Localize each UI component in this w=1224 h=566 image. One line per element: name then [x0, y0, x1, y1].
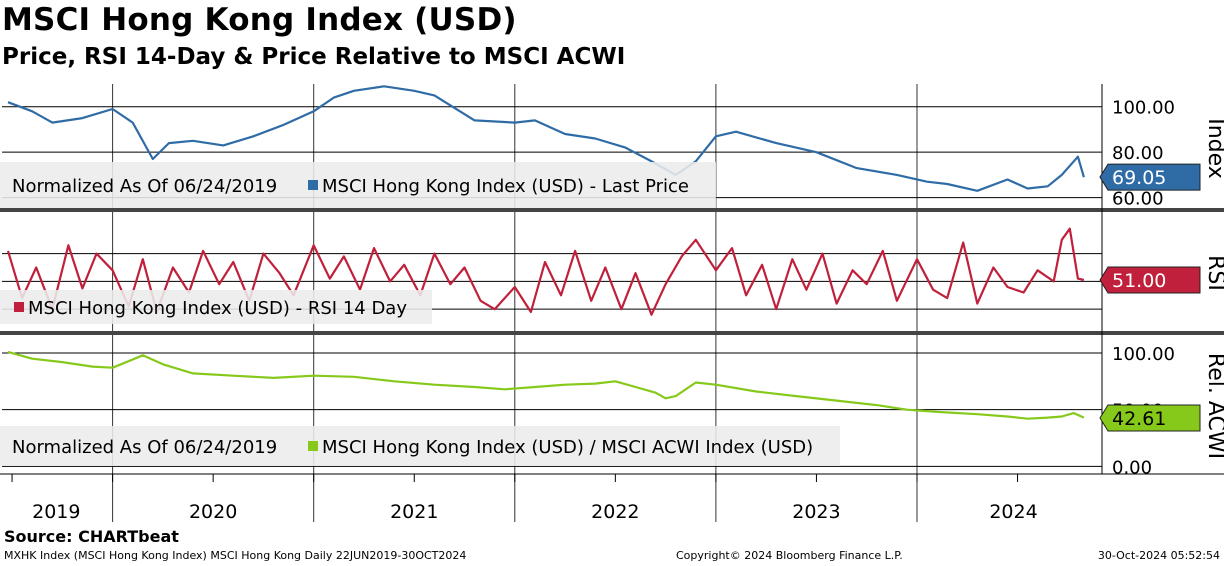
panel-separator-1: [0, 208, 1224, 212]
copyright-note: Copyright© 2024 Bloomberg Finance L.P.: [676, 549, 903, 562]
price-axis-title: Index: [1203, 118, 1224, 179]
price-legend-box: [0, 162, 716, 208]
rsi-legend-box: [0, 290, 432, 324]
price-tick-label-2: 60.00: [1112, 189, 1164, 210]
relative-legend-swatch: [308, 441, 318, 451]
price-tick-label-0: 100.00: [1112, 98, 1175, 119]
relative-legend-note: Normalized As Of 06/24/2019: [12, 437, 277, 458]
year-label-2020: 2020: [189, 501, 237, 523]
price-series-line: [7, 85, 1085, 192]
timestamp: 30-Oct-2024 05:52:54: [1097, 549, 1220, 562]
relative-legend-label: MSCI Hong Kong Index (USD) / MSCI ACWI I…: [322, 437, 813, 458]
price-legend-label: MSCI Hong Kong Index (USD) - Last Price: [322, 176, 689, 197]
year-label-2021: 2021: [390, 501, 438, 523]
relative-series-line: [7, 350, 1085, 420]
rsi-axis-title: RSI: [1203, 255, 1224, 291]
chart-subtitle: Price, RSI 14-Day & Price Relative to MS…: [2, 44, 626, 70]
year-label-2023: 2023: [792, 501, 840, 523]
relative-last-value-label: 42.61: [1112, 408, 1166, 430]
price-last-value-label: 69.05: [1112, 167, 1166, 189]
price-tick-label-1: 80.00: [1112, 143, 1164, 164]
source-note: Source: CHARTbeat: [4, 527, 179, 546]
relative-axis-title: Rel. ACWI: [1203, 353, 1224, 459]
relative-last-value-badge: [1099, 404, 1201, 432]
price-legend-note: Normalized As Of 06/24/2019: [12, 176, 277, 197]
ticker-info: MXHK Index (MSCI Hong Kong Index) MSCI H…: [4, 549, 467, 562]
panel-separator-2: [0, 331, 1224, 335]
rsi-legend-label: MSCI Hong Kong Index (USD) - RSI 14 Day: [28, 298, 407, 319]
price-legend-swatch: [308, 180, 318, 190]
year-label-2024: 2024: [989, 501, 1037, 523]
rsi-last-value-label: 51.00: [1112, 270, 1166, 292]
year-label-2022: 2022: [591, 501, 639, 523]
rsi-last-value-badge: [1099, 266, 1201, 294]
price-last-value-badge: [1099, 163, 1201, 191]
relative-tick-label-0: 100.00: [1112, 344, 1175, 365]
year-label-2019: 2019: [32, 501, 80, 523]
relative-legend-box: [0, 426, 840, 466]
relative-tick-label-2: 0.00: [1112, 457, 1152, 478]
rsi-legend-swatch: [14, 302, 24, 312]
chart-title: MSCI Hong Kong Index (USD): [2, 2, 517, 38]
